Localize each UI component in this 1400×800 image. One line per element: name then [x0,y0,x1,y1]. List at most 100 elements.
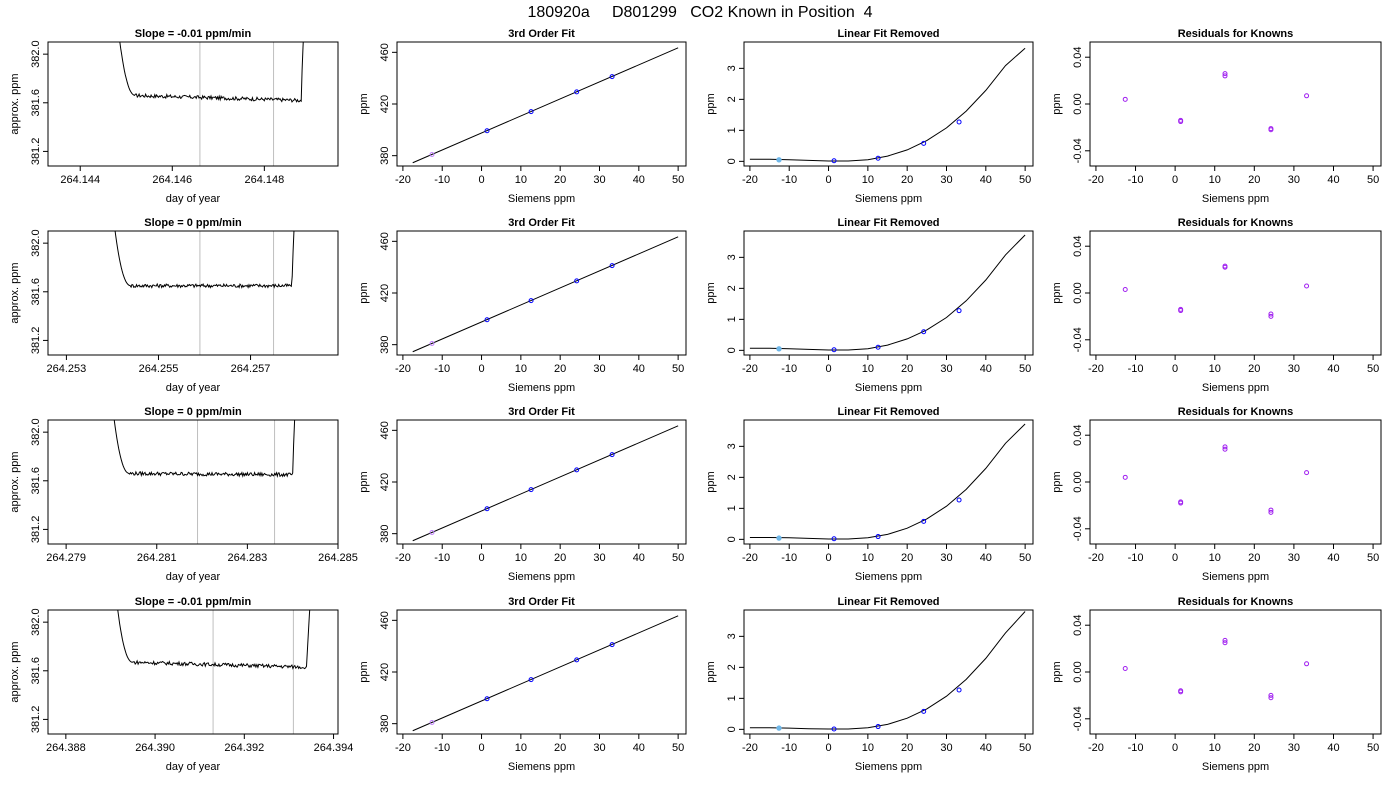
x-tick-label: 40 [980,742,992,754]
x-tick-label: 40 [980,552,992,564]
plot-frame [743,230,1034,356]
trace-line [117,610,311,670]
x-tick-label: 30 [593,742,605,754]
linear-point [921,518,927,524]
x-tick-label: 10 [862,363,874,375]
y-tick-label: 381.2 [30,516,42,544]
y-tick-label: 0.00 [1072,661,1084,682]
x-tick-label: 0 [825,174,831,186]
y-tick-label: 2 [726,474,738,480]
x-tick-label: 50 [1019,363,1031,375]
x-tick-label: 10 [515,174,527,186]
x-tick-label: 30 [940,552,952,564]
x-axis-label: day of year [166,761,221,773]
linear-point [956,308,962,314]
plot-area [117,610,311,734]
plot-frame [47,609,339,735]
plot-frame [396,419,687,545]
panel-trace-3: Slope = 0 ppm/min 264.279 264.281 264.283 26… [9,406,358,583]
plot-area [412,236,679,353]
x-tick-label: -10 [781,363,797,375]
panel-fit-2: 3rd Order Fit -20 -10 0 10 20 30 40 50 380 420 460 S… [358,217,687,394]
panel-title: Slope = -0.01 ppm/min [135,596,252,608]
x-tick-label: 40 [1327,174,1339,186]
y-tick-label: 381.6 [30,467,42,495]
x-tick-label: 40 [1327,363,1339,375]
x-tick-label: 0 [1172,363,1178,375]
x-tick-label: 40 [633,363,645,375]
y-axis-label: ppm [1051,282,1063,303]
plot-area [119,42,304,166]
y-tick-label: 0 [726,158,738,164]
fit-point [574,467,580,473]
residual-point [1178,500,1184,506]
plot-frame [396,41,687,167]
x-axis-label: Siemens ppm [855,761,922,773]
figure-title: 180920a D801299 CO2 Known in Position 4 [527,4,872,21]
x-tick-label: -20 [1088,363,1104,375]
x-tick-label: 20 [554,174,566,186]
plot-frame [743,419,1034,545]
plot-area [412,425,679,542]
linear-point [776,535,782,541]
residual-point [1222,73,1228,79]
fit-point [484,696,490,702]
x-tick-label: 50 [1019,552,1031,564]
residual-point [1268,509,1274,515]
y-tick-label: 380 [379,714,391,732]
x-tick-label: 50 [672,742,684,754]
x-tick-label: 0 [1172,552,1178,564]
linear-point [921,708,927,714]
x-tick-label: 10 [1209,742,1221,754]
plot-frame [743,609,1034,735]
x-tick-label: 10 [515,363,527,375]
panel-residuals-3: Residuals for Knowns -20 -10 0 10 20 30 40 50 -0.… [1051,406,1382,583]
residual-point [1122,286,1128,292]
x-tick-label: 50 [1367,174,1379,186]
linear-point [831,726,837,732]
y-axis-label: ppm [705,93,717,114]
panel-linear-3: Linear Fit Removed -20 -10 0 10 20 30 40 50 0 1 2 3 S… [705,406,1034,583]
plot-area [114,231,295,355]
y-tick-label: 1 [726,127,738,133]
residual-point [1222,446,1228,452]
y-tick-label: 381.2 [30,327,42,355]
y-axis-label: approx. ppm [9,641,21,702]
x-tick-label: -20 [742,742,758,754]
linear-point [875,344,881,350]
plot-area [412,615,679,732]
x-axis-label: Siemens ppm [1202,571,1269,583]
x-tick-label: 264.281 [137,552,177,564]
y-tick-label: 0.00 [1072,471,1084,492]
y-axis-label: approx. ppm [9,451,21,512]
fit-point [528,109,534,115]
x-tick-label: -10 [434,552,450,564]
plot-area [749,234,1026,353]
panel-title: Linear Fit Removed [837,217,939,229]
x-tick-label: 20 [1248,742,1260,754]
plot-area [749,423,1026,542]
linear-point [875,534,881,540]
x-tick-label: 40 [1327,552,1339,564]
x-axis-label: day of year [166,382,221,394]
x-axis-label: Siemens ppm [508,382,575,394]
linear-point [956,119,962,125]
residual-point [1178,689,1184,695]
plot-area [1122,71,1310,133]
y-tick-label: 381.6 [30,89,42,117]
trace-line [113,420,296,478]
y-tick-label: 382.0 [30,418,42,446]
fit-point [528,487,534,493]
linear-point [875,155,881,161]
x-tick-label: 30 [1288,552,1300,564]
trace-line [119,42,304,103]
x-tick-label: 264.283 [227,552,267,564]
panel-linear-2: Linear Fit Removed -20 -10 0 10 20 30 40 50 0 1 2 3 S… [705,217,1034,394]
panel-linear-1: Linear Fit Removed -20 -10 0 10 20 30 40 50 0 1 2 3 S… [705,28,1034,205]
x-tick-label: 50 [1367,363,1379,375]
residual-point [1122,474,1128,480]
x-tick-label: 40 [980,174,992,186]
x-tick-label: 264.285 [318,552,358,564]
x-axis-label: day of year [166,193,221,205]
